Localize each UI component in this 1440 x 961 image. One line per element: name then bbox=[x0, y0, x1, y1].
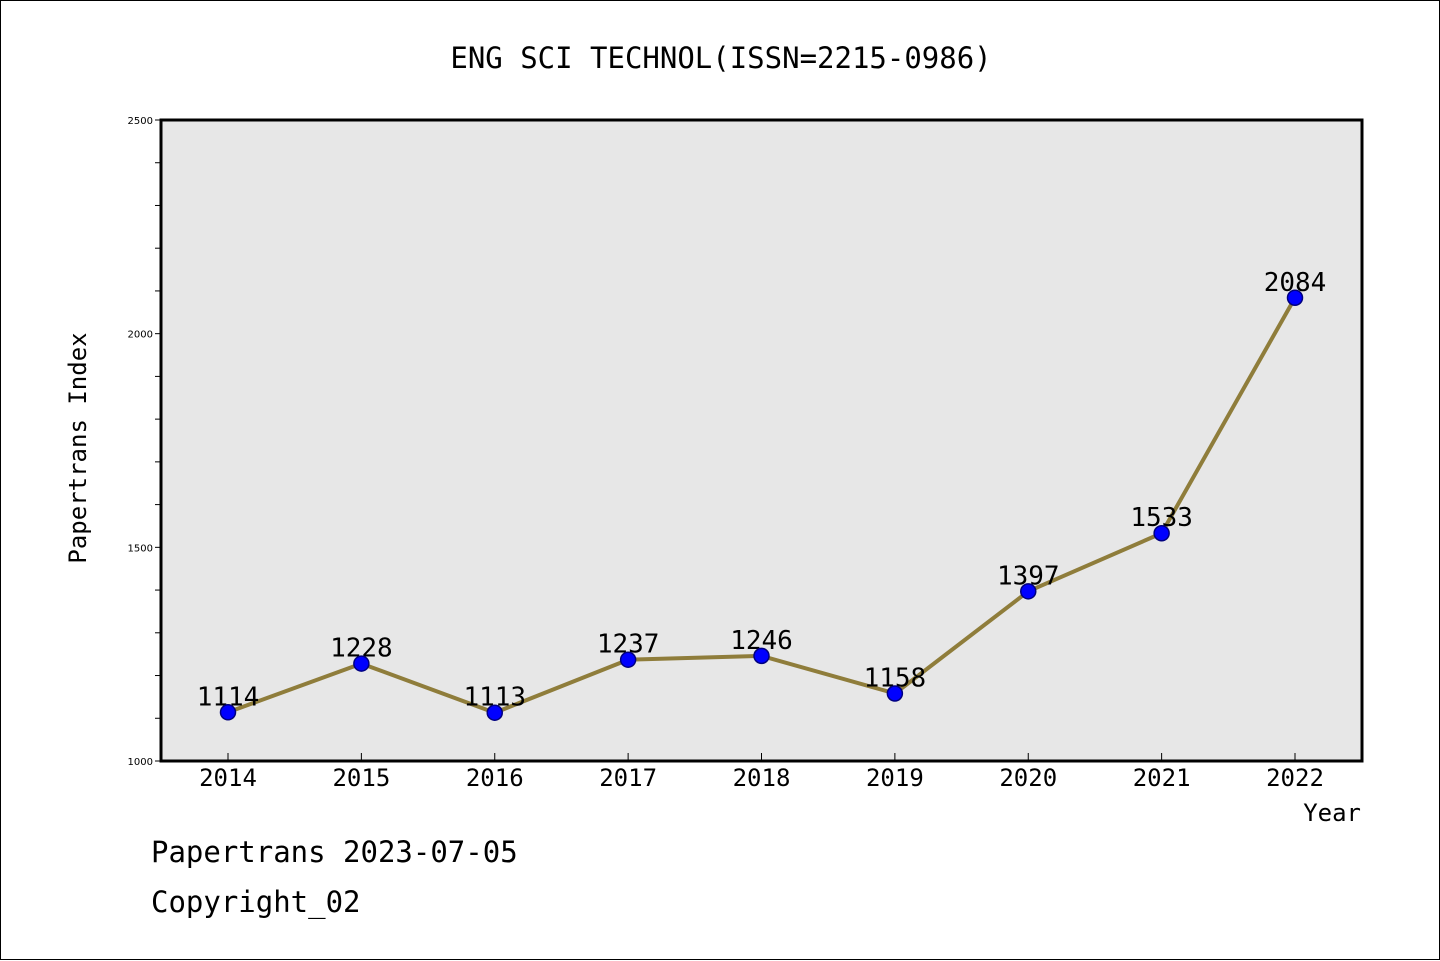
x-tick-label: 2014 bbox=[199, 764, 257, 792]
y-tick-label: 2000 bbox=[128, 330, 153, 341]
chart-title: ENG SCI TECHNOL(ISSN=2215-0986) bbox=[450, 41, 991, 75]
y-axis-label: Papertrans Index bbox=[64, 332, 92, 563]
y-axis: 1000 1500 2000 2500 bbox=[128, 116, 161, 768]
y-tick-label: 1500 bbox=[128, 543, 153, 554]
x-tick-label: 2018 bbox=[733, 764, 791, 792]
x-tick-label: 2020 bbox=[999, 764, 1057, 792]
x-tick-label: 2015 bbox=[332, 764, 390, 792]
data-point bbox=[486, 704, 503, 721]
data-point bbox=[353, 655, 370, 672]
data-point bbox=[1286, 289, 1304, 307]
data-point bbox=[619, 651, 637, 668]
data-point bbox=[1020, 583, 1037, 600]
data-point bbox=[886, 685, 904, 702]
data-point bbox=[1153, 524, 1170, 542]
footer-copyright: Copyright_02 bbox=[151, 885, 361, 919]
footer-source: Papertrans 2023-07-05 bbox=[151, 835, 518, 869]
y-tick-label: 2500 bbox=[128, 116, 153, 127]
x-axis: 2014 2015 2016 2017 2018 2019 2020 2021 2022 bbox=[199, 753, 1324, 792]
x-tick-label: 2019 bbox=[866, 764, 924, 792]
x-tick-label: 2022 bbox=[1266, 764, 1324, 792]
x-tick-label: 2021 bbox=[1133, 764, 1191, 792]
data-point bbox=[219, 704, 237, 721]
data-point bbox=[753, 647, 770, 665]
x-tick-label: 2016 bbox=[466, 764, 524, 792]
y-tick-label: 1000 bbox=[128, 757, 153, 768]
x-axis-label: Year bbox=[1303, 799, 1361, 827]
x-tick-label: 2017 bbox=[599, 764, 657, 792]
plot-area bbox=[159, 118, 1364, 763]
